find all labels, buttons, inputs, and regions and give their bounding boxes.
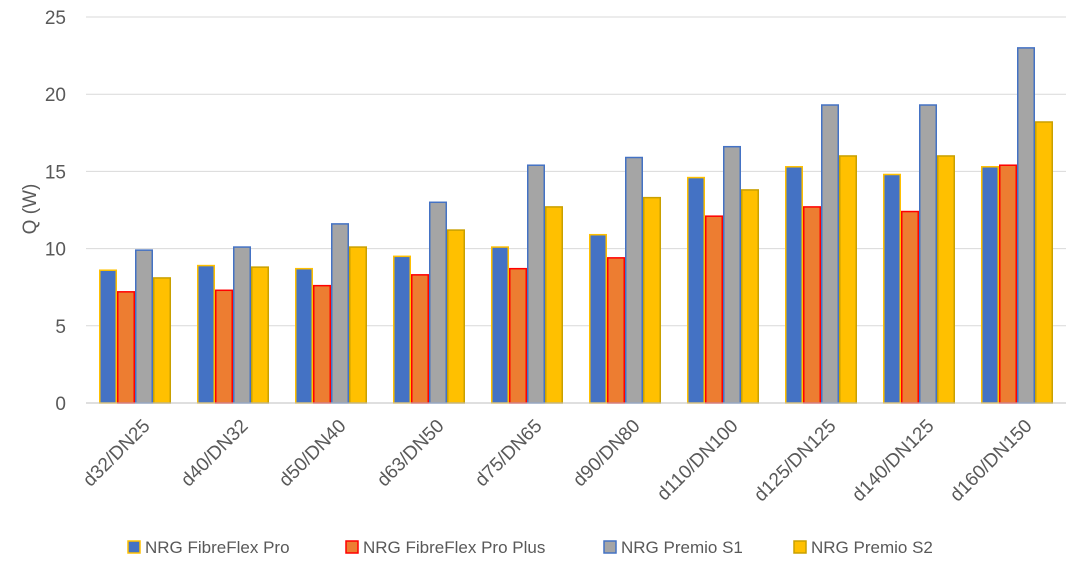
legend-swatch — [793, 540, 807, 554]
bar — [233, 246, 251, 404]
bar — [839, 155, 857, 404]
bar — [295, 267, 313, 404]
bar — [723, 145, 741, 404]
bar — [135, 249, 153, 404]
bar — [785, 166, 803, 404]
bar — [981, 166, 999, 404]
bar — [331, 223, 349, 404]
bar — [117, 291, 135, 404]
y-tick-label: 20 — [45, 85, 66, 106]
bar — [99, 269, 117, 404]
bar — [411, 274, 429, 404]
bar — [1035, 121, 1053, 404]
y-tick-label: 25 — [45, 8, 66, 29]
y-axis-title: Q (W) — [20, 184, 41, 235]
x-tick-label: d140/DN125 — [848, 416, 938, 506]
bar — [589, 233, 607, 404]
bar — [491, 246, 509, 404]
y-tick-label: 0 — [55, 394, 66, 415]
bar — [687, 176, 705, 404]
bar — [429, 201, 447, 404]
legend-swatch — [603, 540, 617, 554]
x-tick-label: d125/DN125 — [750, 416, 840, 506]
bar — [643, 196, 661, 404]
bar — [705, 215, 723, 404]
bar — [509, 267, 527, 404]
bars — [99, 47, 1053, 404]
bar — [607, 257, 625, 404]
legend: NRG FibreFlex Pro NRG FibreFlex Pro Plus N… — [127, 538, 933, 557]
legend-label: NRG Premio S1 — [621, 538, 743, 557]
bar — [251, 266, 269, 404]
bar — [545, 206, 563, 404]
bar — [901, 210, 919, 404]
bar — [447, 229, 465, 404]
legend-label: NRG Premio S2 — [811, 538, 933, 557]
x-tick-label: d63/DN50 — [373, 416, 448, 491]
y-tick-label: 15 — [45, 162, 66, 183]
x-tick-label: d110/DN100 — [653, 416, 742, 505]
y-tick-label: 10 — [45, 240, 66, 261]
bar — [803, 206, 821, 404]
x-tick-label: d50/DN40 — [275, 416, 350, 491]
legend-label: NRG FibreFlex Pro — [145, 538, 290, 557]
x-tick-label: d75/DN65 — [471, 416, 546, 491]
bar — [313, 284, 331, 404]
legend-label: NRG FibreFlex Pro Plus — [363, 538, 545, 557]
bar — [197, 264, 215, 404]
bar — [919, 104, 937, 404]
bar — [937, 155, 955, 404]
bar — [153, 277, 171, 404]
x-tick-label: d160/DN150 — [946, 416, 1036, 506]
bar — [393, 255, 411, 404]
bar — [1017, 47, 1035, 404]
legend-swatch — [345, 540, 359, 554]
x-tick-label: d40/DN32 — [177, 416, 252, 491]
bar — [741, 189, 759, 404]
bar — [349, 246, 367, 404]
bar — [883, 173, 901, 404]
bar — [527, 164, 545, 404]
bar — [999, 164, 1017, 404]
x-tick-label: d90/DN80 — [569, 416, 644, 491]
x-tick-label: d32/DN25 — [79, 416, 154, 491]
bar — [625, 156, 643, 404]
legend-swatch — [127, 540, 141, 554]
y-tick-label: 5 — [55, 317, 66, 338]
bar — [821, 104, 839, 404]
bar — [215, 289, 233, 404]
